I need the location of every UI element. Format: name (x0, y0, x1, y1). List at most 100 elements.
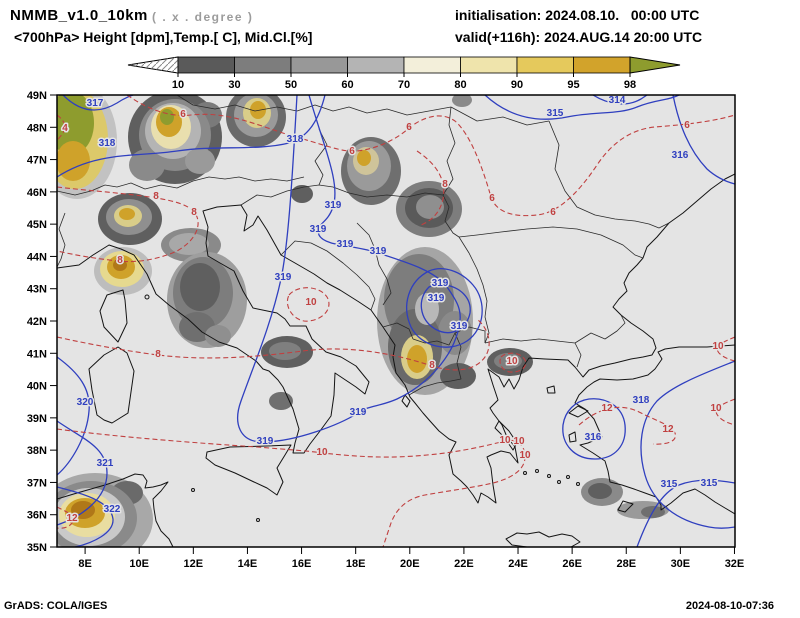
temp-contour-label: 8 (442, 179, 448, 190)
coast-chios (568, 431, 577, 443)
island-dot (523, 471, 527, 475)
lon-label: 8E (78, 558, 91, 570)
lon-label: 14E (238, 558, 258, 570)
lon-label: 26E (562, 558, 582, 570)
valid-time: valid(+116h): 2024.AUG.14 20:00 UTC (455, 29, 703, 45)
island-dot (576, 482, 580, 486)
temp-contour-label: 8 (429, 360, 435, 371)
colorbar-segment (460, 56, 518, 74)
country-border-layer (57, 95, 670, 396)
coast-sicily (205, 444, 292, 496)
lat-label: 43N (27, 284, 47, 296)
lon-label: 28E (616, 558, 636, 570)
temp-contour-label: 6 (489, 193, 495, 204)
height-contour-label: 319 (370, 246, 387, 257)
colorbar-segment (290, 56, 348, 74)
colorbar-scale: 10 30 50 60 70 80 90 95 98 (127, 56, 681, 88)
height-contour-label: 315 (701, 478, 718, 489)
temp-contour-label: 10 (305, 297, 317, 308)
colorbar-tick-label: 80 (454, 79, 466, 88)
height-contour-label: 315 (661, 479, 678, 490)
map-canvas: 317 318 318 315 314 316 319 319 319 319 319 319 319 3… (27, 90, 745, 570)
height-contour-label: 318 (287, 134, 304, 145)
colorbar-tick-label: 30 (228, 79, 240, 88)
temp-contour-label: 6 (550, 207, 556, 218)
island-elba (144, 294, 150, 300)
temp-contour-label: 6 (180, 109, 186, 120)
lon-label: 10E (129, 558, 149, 570)
temp-contour-label: 6 (349, 146, 355, 157)
colorbar-tick-label: 10 (172, 79, 184, 88)
colorbar-segment (403, 56, 461, 74)
height-contour-label: 319 (350, 407, 367, 418)
model-title: NMMB_v1.0_10km (10, 7, 148, 24)
height-contour-label: 315 (547, 108, 564, 119)
temp-contour-label: 8 (191, 207, 197, 218)
colorbar-segment (177, 56, 235, 74)
island-malta (256, 518, 260, 522)
colorbar-above-arrow (629, 56, 681, 74)
temp-contour-label: 10 (710, 403, 722, 414)
colorbar-segment (234, 56, 292, 74)
colorbar-tick-label: 98 (624, 79, 636, 88)
lon-label: 22E (454, 558, 474, 570)
lat-label: 40N (27, 381, 47, 393)
lon-label: 30E (671, 558, 691, 570)
island-dot (535, 469, 539, 473)
temp-contour-label: 12 (662, 424, 674, 435)
temp-contour-label: 8 (153, 191, 159, 202)
coast-lesbos (568, 405, 589, 418)
coast-corsica (99, 289, 128, 343)
height-contour-label: 319 (428, 293, 445, 304)
colorbar: 10 30 50 60 70 80 90 95 98 (127, 56, 681, 88)
lon-label: 32E (725, 558, 745, 570)
temp-contour-label: 8 (117, 255, 123, 266)
colorbar-segment (516, 56, 574, 74)
height-contour-label: 319 (275, 272, 292, 283)
lat-label: 38N (27, 445, 47, 457)
island-dot (566, 475, 570, 479)
field-title: <700hPa> Height [dpm],Temp.[ C], Mid.Cl.… (14, 29, 313, 45)
coast-sardinia (88, 346, 135, 424)
colorbar-tick-label: 70 (398, 79, 410, 88)
lat-label: 48N (27, 122, 47, 134)
height-contour-label: 316 (585, 432, 602, 443)
colorbar-tick-label: 95 (567, 79, 579, 88)
temp-contour-label: 6 (684, 120, 690, 131)
temp-contour-label: 10 (316, 447, 328, 458)
lon-label: 16E (292, 558, 312, 570)
colorbar-segment (573, 56, 631, 74)
contour-labels-layer: 317 318 318 315 314 316 319 319 319 319 319 319 319 3… (61, 94, 726, 526)
height-contour-label: 316 (672, 150, 689, 161)
coast-europe (57, 173, 735, 504)
island-dot (547, 474, 551, 478)
height-contour-label: 318 (99, 138, 116, 149)
height-contour-label: 320 (77, 397, 94, 408)
height-contour-label: 319 (310, 224, 327, 235)
lat-label: 41N (27, 348, 47, 360)
height-contour-label: 319 (257, 436, 274, 447)
lat-label: 49N (27, 90, 47, 102)
lat-label: 42N (27, 316, 47, 328)
lat-label: 36N (27, 510, 47, 522)
coast-north-africa (57, 473, 174, 547)
lon-label: 12E (184, 558, 204, 570)
colorbar-tick-label: 50 (285, 79, 297, 88)
footer-timestamp: 2024-08-10-07:36 (685, 600, 774, 612)
height-contour-label: 317 (87, 98, 104, 109)
cloud-shading-layer (57, 95, 669, 547)
grid-resolution-note: ( . x . degree ) (152, 10, 254, 24)
coast-euboea (494, 420, 518, 451)
lat-label: 37N (27, 477, 47, 489)
lon-label: 20E (400, 558, 420, 570)
island-dot (557, 480, 561, 484)
temp-contour-label: 10 (499, 435, 511, 446)
lat-label: 35N (27, 542, 47, 554)
height-contour-label: 319 (325, 200, 342, 211)
lon-label: 18E (346, 558, 366, 570)
coast-anatolia (574, 344, 735, 515)
temp-contour-label: 10 (506, 356, 518, 367)
colorbar-segment (347, 56, 405, 74)
lat-label: 46N (27, 187, 47, 199)
